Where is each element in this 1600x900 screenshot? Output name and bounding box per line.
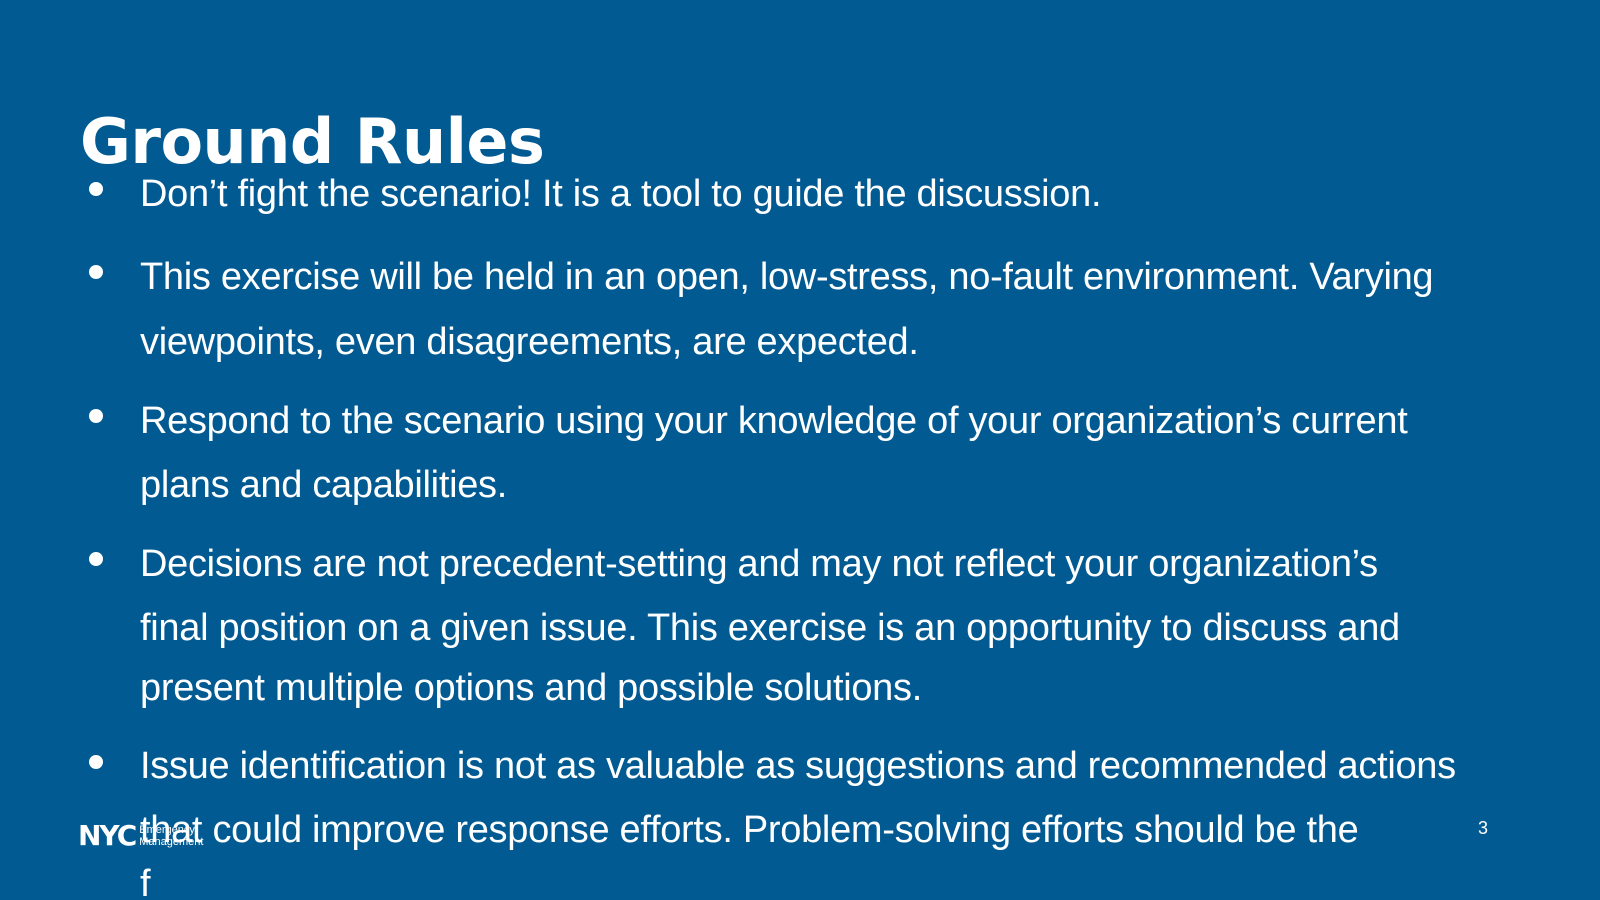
bullet-icon — [89, 409, 103, 423]
logo-line: Management — [139, 836, 204, 848]
logo-subtitle: Emergency Management — [139, 824, 203, 848]
bullet-text-line: plans and capabilities. — [140, 464, 508, 506]
bullet-icon — [89, 265, 103, 279]
bullet-text-line: Issue identification is not as valuable … — [140, 745, 1456, 787]
logo-mark: NYC — [78, 819, 137, 852]
bullet-icon — [89, 552, 103, 566]
logo-line: Emergency — [139, 824, 195, 836]
bullet-text-line: Don’t fight the scenario! It is a tool t… — [140, 173, 1102, 215]
bullet-text-line: This exercise will be held in an open, l… — [140, 256, 1434, 298]
bullet-text-line: present multiple options and possible so… — [140, 667, 922, 709]
bullet-text-line: final position on a given issue. This ex… — [140, 607, 1400, 649]
bullet-icon — [89, 755, 103, 769]
bullet-text-line: that could improve response efforts. Pro… — [140, 809, 1359, 851]
bullet-icon — [89, 182, 103, 196]
bullet-text-line: f — [140, 863, 151, 900]
bullet-text-line: Respond to the scenario using your knowl… — [140, 400, 1408, 442]
bullet-text-line: Decisions are not precedent-setting and … — [140, 543, 1378, 585]
bullet-text-line: viewpoints, even disagreements, are expe… — [140, 321, 919, 363]
nyc-emergency-management-logo: NYC Emergency Management — [78, 816, 203, 856]
page-number: 3 — [1478, 818, 1489, 838]
slide-title: Ground Rules — [80, 105, 545, 178]
